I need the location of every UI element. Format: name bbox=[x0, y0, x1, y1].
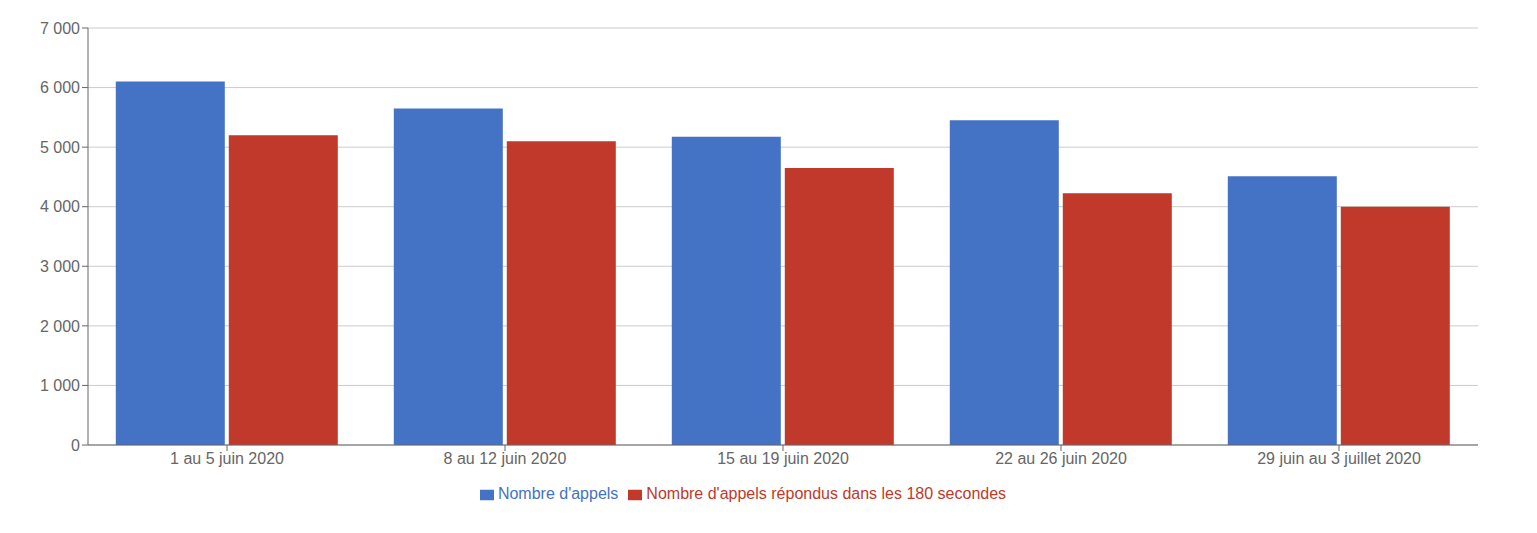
svg-text:8 au 12 juin 2020: 8 au 12 juin 2020 bbox=[444, 450, 567, 467]
html-text:Nombre d'appels répondus dans: Nombre d'appels répondus dans les 180 se… bbox=[646, 485, 1007, 502]
svg-text:7 000: 7 000 bbox=[40, 20, 80, 37]
svg-text:15 au 19 juin 2020: 15 au 19 juin 2020 bbox=[717, 450, 849, 467]
html-text:Nombre d'appels: Nombre d'appels bbox=[497, 485, 619, 502]
svg-text:0: 0 bbox=[71, 437, 80, 454]
svg-text:3 000: 3 000 bbox=[40, 258, 80, 275]
svg-text:5 000: 5 000 bbox=[40, 139, 80, 156]
svg-text:2 000: 2 000 bbox=[40, 318, 80, 335]
svg-text:4 000: 4 000 bbox=[40, 198, 80, 215]
svg-text:22 au 26 juin 2020: 22 au 26 juin 2020 bbox=[995, 450, 1127, 467]
svg-text:29 juin au 3 juillet 2020: 29 juin au 3 juillet 2020 bbox=[1257, 450, 1421, 467]
svg-text:6 000: 6 000 bbox=[40, 79, 80, 96]
svg-text:1 000: 1 000 bbox=[40, 377, 80, 394]
svg-text:1 au 5 juin 2020: 1 au 5 juin 2020 bbox=[170, 450, 284, 467]
